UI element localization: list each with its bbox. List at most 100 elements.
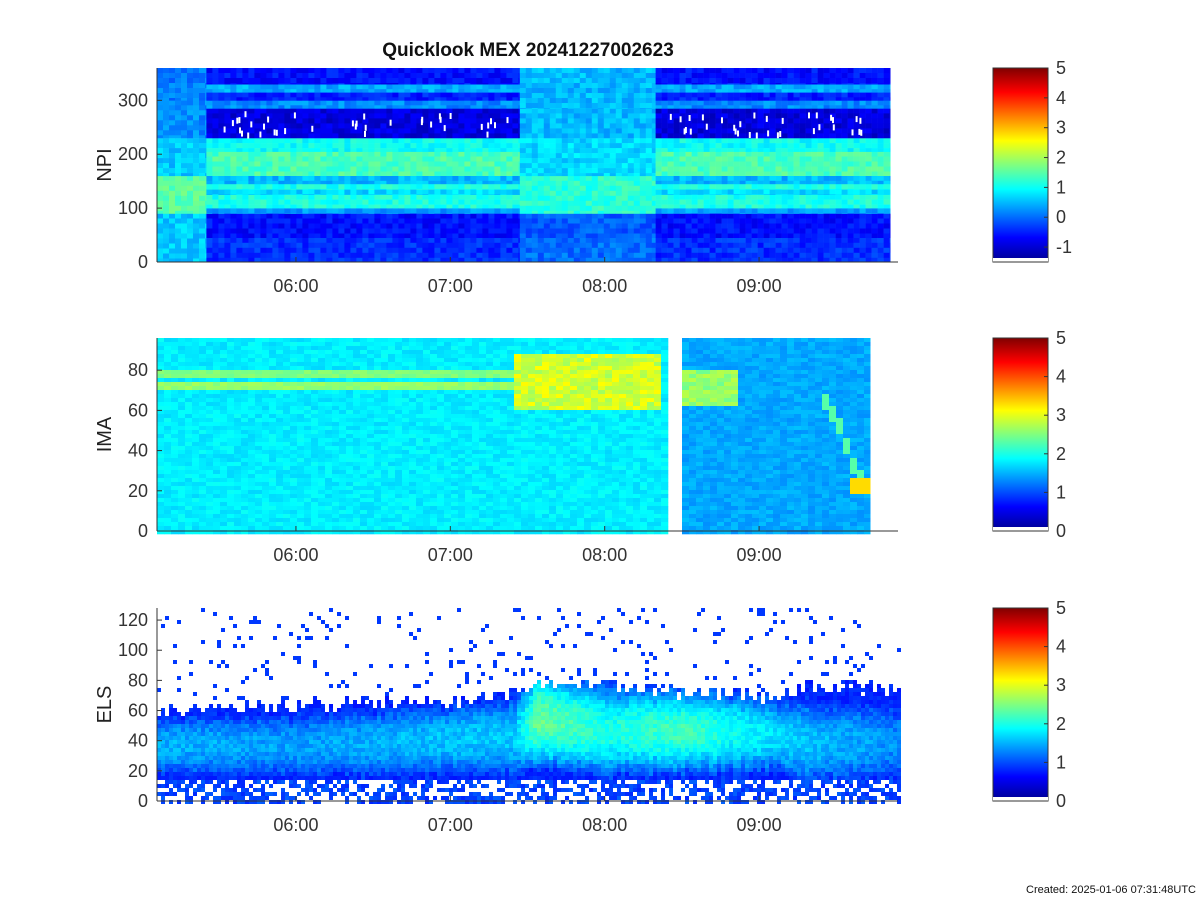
heatmap-cell (356, 257, 363, 263)
heatmap-cell (464, 113, 471, 119)
heatmap-cell (392, 237, 399, 244)
heatmap-cell (452, 228, 459, 234)
heatmap-cell (573, 168, 581, 174)
heatmap-cell (206, 252, 213, 259)
heatmap-cell (212, 118, 219, 124)
heatmap-cell (386, 105, 393, 109)
heatmap-cell (651, 118, 656, 124)
heatmap-cell (709, 223, 716, 229)
heatmap-cell (500, 213, 507, 219)
heatmap-cell (356, 188, 363, 190)
heatmap-cell (464, 233, 471, 238)
heatmap-cell (673, 257, 680, 263)
heatmap-cell (673, 194, 680, 195)
heatmap-cell (751, 161, 758, 167)
heatmap-cell (290, 213, 297, 214)
heatmap-cell (519, 78, 527, 84)
heatmap-cell (579, 228, 587, 234)
heatmap-cell (398, 118, 405, 124)
heatmap-cell (591, 223, 599, 229)
heatmap-cell (811, 194, 818, 200)
heatmap-cell (531, 185, 539, 192)
heatmap-cell (374, 228, 381, 234)
heatmap-cell (326, 213, 333, 219)
heatmap-cell (715, 199, 722, 205)
heatmap-cell (428, 194, 435, 195)
heatmap-cell (627, 133, 635, 139)
heatmap-cell (260, 218, 267, 224)
heatmap-cell (302, 156, 309, 162)
heatmap-cell (308, 143, 315, 149)
heatmap-cell (745, 247, 752, 254)
heatmap-cell (709, 233, 716, 238)
heatmap-cell (199, 180, 206, 187)
heatmap-cell (374, 83, 381, 85)
heatmap-cell (715, 257, 722, 263)
heatmap-cell (805, 92, 812, 98)
heatmap-cell (230, 175, 237, 182)
heatmap-cell (763, 213, 770, 214)
heatmap-cell (404, 204, 411, 209)
heatmap-cell (428, 83, 435, 85)
heatmap-cell (525, 173, 533, 177)
heatmap-cell (296, 123, 303, 129)
heatmap-cell (787, 233, 794, 238)
heatmap-cell (745, 188, 752, 190)
heatmap-cell (236, 213, 243, 219)
heatmap-cell (380, 223, 387, 229)
heatmap-cell (567, 173, 575, 177)
heatmap-cell (769, 175, 776, 182)
heatmap-cell (811, 180, 818, 185)
heatmap-cell (679, 213, 686, 219)
heatmap-cell (769, 188, 776, 190)
heatmap-cell (157, 213, 164, 219)
heatmap-cell (368, 89, 375, 93)
heatmap-cell (751, 100, 758, 106)
heatmap-cell (434, 143, 441, 149)
heatmap-cell (326, 73, 333, 79)
heatmap-cell (775, 143, 782, 149)
heatmap-cell (709, 100, 716, 106)
heatmap-cell (464, 194, 471, 195)
heatmap-cell (254, 100, 261, 106)
heatmap-cell (362, 183, 369, 190)
heatmap-cell (573, 210, 581, 214)
heatmap-cell (181, 73, 188, 79)
heatmap-cell (494, 73, 501, 79)
heatmap-cell (350, 194, 357, 200)
heatmap-cell (206, 188, 213, 190)
heatmap-cell (561, 153, 569, 159)
heatmap-cell (709, 89, 716, 93)
heatmap-cell (374, 166, 381, 172)
heatmap-cell (751, 233, 758, 238)
heatmap-cell (673, 148, 680, 152)
heatmap-cell (470, 123, 477, 129)
heatmap-cell (242, 213, 249, 214)
heatmap-cell (332, 118, 339, 124)
heatmap-cell (691, 228, 698, 234)
heatmap-cell (302, 84, 309, 90)
heatmap-cell (254, 78, 261, 84)
heatmap-cell (374, 175, 381, 182)
heatmap-cell (344, 68, 351, 74)
heatmap-cell (709, 105, 716, 109)
heatmap-cell (230, 247, 237, 254)
heatmap-cell (464, 171, 471, 176)
heatmap-cell (374, 257, 381, 263)
heatmap-cell (187, 130, 194, 136)
heatmap-cell (751, 223, 758, 229)
heatmap-cell (597, 168, 605, 174)
heatmap-cell (787, 138, 794, 144)
heatmap-cell (655, 73, 662, 79)
heatmap-cell (446, 242, 453, 249)
heatmap-cell (199, 105, 206, 111)
heatmap-cell (404, 138, 411, 144)
heatmap-cell (781, 83, 788, 85)
heatmap-cell (476, 223, 483, 229)
heatmap-cell (386, 213, 393, 214)
heatmap-cell (609, 68, 617, 74)
heatmap-cell (597, 233, 605, 238)
heatmap-cell (368, 194, 375, 200)
heatmap-cell (567, 168, 575, 174)
heatmap-cell (278, 247, 285, 254)
